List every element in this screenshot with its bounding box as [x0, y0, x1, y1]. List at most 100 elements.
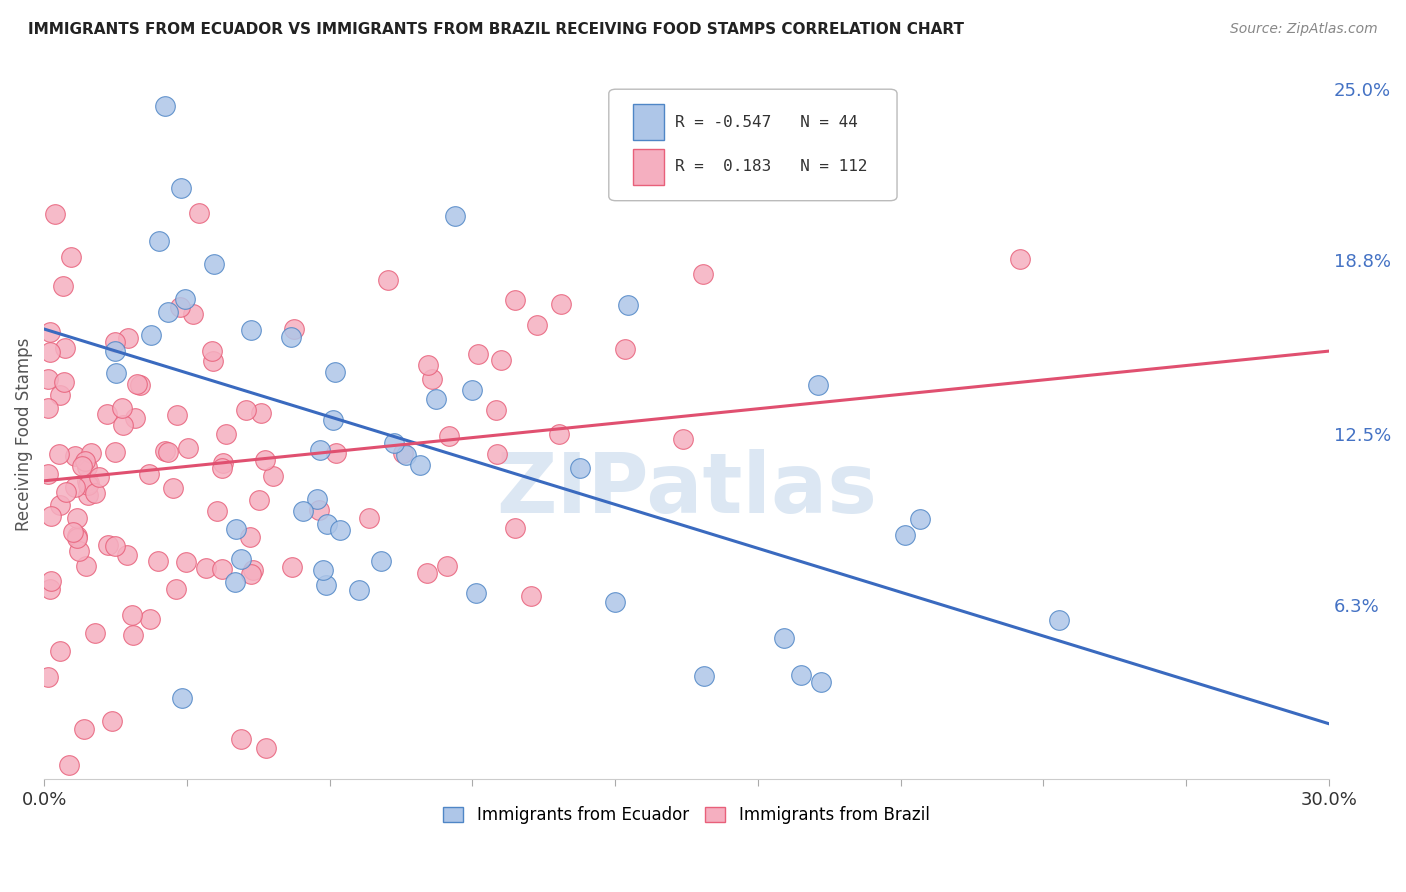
Point — [37, 401, 59, 415]
Point — [156, 305, 179, 319]
Text: ZIPatlas: ZIPatlas — [496, 449, 877, 530]
Point — [312, 564, 335, 578]
Point — [215, 426, 238, 441]
Point — [253, 452, 276, 467]
Point — [66, 511, 89, 525]
Point — [162, 482, 184, 496]
Point — [80, 445, 103, 459]
Point — [1047, 613, 1070, 627]
Point — [169, 181, 191, 195]
Point — [146, 554, 169, 568]
Point — [104, 445, 127, 459]
Point — [308, 503, 330, 517]
Point — [292, 504, 315, 518]
Point — [568, 460, 591, 475]
Point — [325, 446, 347, 460]
Point — [60, 250, 83, 264]
Text: IMMIGRANTS FROM ECUADOR VS IMMIGRANTS FROM BRAZIL RECEIVING FOOD STAMPS CORRELAT: IMMIGRANTS FROM ECUADOR VS IMMIGRANTS FR… — [28, 22, 965, 37]
Point — [52, 279, 75, 293]
Text: Source: ZipAtlas.com: Source: ZipAtlas.com — [1230, 22, 1378, 37]
Point — [1010, 252, 1032, 266]
Point — [104, 539, 127, 553]
Point — [485, 402, 508, 417]
Point — [65, 449, 87, 463]
Point — [231, 552, 253, 566]
Point — [139, 612, 162, 626]
Text: R =  0.183   N = 112: R = 0.183 N = 112 — [675, 160, 868, 174]
Point — [124, 410, 146, 425]
Point — [280, 330, 302, 344]
Point — [66, 529, 89, 543]
Point — [315, 578, 337, 592]
Point — [49, 388, 72, 402]
Point — [166, 408, 188, 422]
Point — [211, 562, 233, 576]
Point — [129, 378, 152, 392]
Point — [392, 446, 415, 460]
Legend: Immigrants from Ecuador, Immigrants from Brazil: Immigrants from Ecuador, Immigrants from… — [434, 798, 938, 833]
Point — [409, 458, 432, 472]
Point — [550, 297, 572, 311]
Point — [262, 468, 284, 483]
Point — [53, 375, 76, 389]
Point — [39, 574, 62, 588]
Point — [177, 441, 200, 455]
Point — [908, 512, 931, 526]
Point — [58, 758, 80, 772]
Point — [461, 384, 484, 398]
Point — [155, 444, 177, 458]
Point — [416, 358, 439, 372]
Point — [370, 553, 392, 567]
Point — [104, 343, 127, 358]
Point — [420, 372, 443, 386]
Point — [235, 403, 257, 417]
Point — [67, 544, 90, 558]
Point — [309, 442, 332, 457]
Point — [231, 732, 253, 747]
Point — [165, 582, 187, 597]
Point — [224, 574, 246, 589]
Point — [169, 300, 191, 314]
Point — [37, 670, 59, 684]
Point — [359, 511, 381, 525]
Point — [77, 487, 100, 501]
Point — [247, 492, 270, 507]
Point — [77, 478, 100, 492]
Point — [211, 460, 233, 475]
Point — [395, 448, 418, 462]
Point — [347, 582, 370, 597]
Point — [436, 558, 458, 573]
Point — [138, 467, 160, 482]
Point — [329, 523, 352, 537]
Point — [467, 347, 489, 361]
Point — [671, 432, 693, 446]
Point — [39, 326, 62, 340]
Point — [181, 307, 204, 321]
Point — [157, 445, 180, 459]
Text: R = -0.547   N = 44: R = -0.547 N = 44 — [675, 115, 858, 129]
Point — [96, 407, 118, 421]
Point — [205, 504, 228, 518]
Point — [87, 470, 110, 484]
Point — [416, 566, 439, 580]
Point — [39, 509, 62, 524]
Point — [239, 530, 262, 544]
Point — [63, 480, 86, 494]
Point — [547, 426, 569, 441]
Point — [201, 354, 224, 368]
Point — [444, 209, 467, 223]
Point — [439, 429, 461, 443]
Point — [377, 273, 399, 287]
Point — [617, 298, 640, 312]
Point — [75, 558, 97, 573]
Point — [281, 560, 304, 574]
Point — [323, 365, 346, 379]
Point — [613, 343, 636, 357]
Point — [83, 486, 105, 500]
Point — [49, 498, 72, 512]
Point — [605, 595, 627, 609]
Point — [503, 293, 526, 307]
Point — [239, 566, 262, 581]
Point — [37, 371, 59, 385]
Point — [48, 447, 70, 461]
